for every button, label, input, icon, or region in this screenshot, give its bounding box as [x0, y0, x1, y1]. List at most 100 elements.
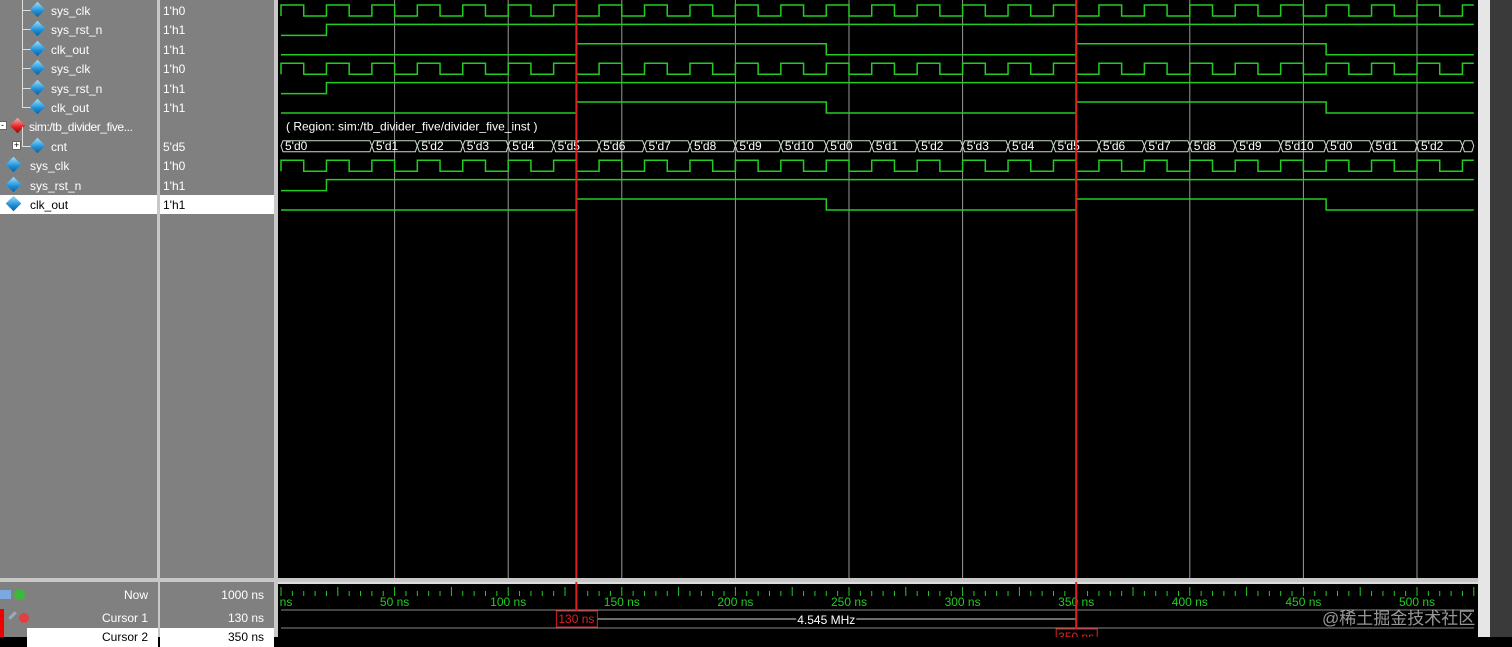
add-cursor-icon[interactable] — [14, 589, 25, 600]
bit-waveform — [281, 23, 1474, 37]
axis-label: 200 ns — [717, 595, 753, 609]
signal-icon — [5, 176, 22, 192]
remove-cursor-icon[interactable] — [19, 613, 29, 623]
signal-row[interactable]: sys_rst_n — [0, 68, 158, 98]
axis-label: 150 ns — [604, 595, 640, 609]
signal-row[interactable]: clk_out — [0, 88, 158, 117]
axis-label: 400 ns — [1172, 595, 1208, 609]
vertical-scrollbar[interactable] — [1478, 0, 1490, 637]
signal-value: 1'h1 — [163, 101, 186, 115]
pane-splitter[interactable] — [157, 0, 160, 637]
bit-waveform — [281, 81, 1474, 95]
cursor-value: 130 ns — [227, 611, 264, 625]
watermark: @稀土掘金技术社区 — [1322, 609, 1476, 628]
signal-value-row[interactable]: 5'd5 — [160, 137, 274, 156]
pane-splitter[interactable] — [274, 0, 278, 637]
bus-value: 5'd6 — [1103, 139, 1126, 153]
axis-label: 50 ns — [380, 595, 409, 609]
signal-value-row[interactable]: 1'h1 — [160, 98, 274, 117]
cursor-time-box — [555, 610, 598, 628]
signal-value-row[interactable]: 1'h1 — [160, 176, 274, 195]
signal-row[interactable]: clk_out — [0, 29, 158, 59]
bus-value: 5'd2 — [421, 139, 444, 153]
window-edge — [1490, 0, 1512, 637]
bus-value: 5'd8 — [694, 139, 717, 153]
signal-value: 1'h1 — [163, 42, 186, 57]
waveform-pane[interactable]: ( Region: sim:/tb_divider_five/divider_f… — [278, 0, 1478, 578]
signal-icon — [29, 21, 46, 37]
signal-row[interactable]: sys_clk — [0, 49, 158, 78]
signal-value-row[interactable]: 1'h0 — [160, 59, 274, 78]
bus-value: 5'd3 — [467, 139, 490, 153]
cursor-time-label: 130 ns — [558, 612, 594, 626]
tree-line — [22, 29, 32, 50]
signal-value-row[interactable]: 1'h0 — [160, 156, 274, 175]
signal-row[interactable]: + cnt — [0, 126, 158, 156]
signal-value-row[interactable] — [160, 117, 274, 136]
signal-row[interactable]: clk_out — [0, 195, 158, 214]
cursor-time-box — [1055, 628, 1098, 637]
bus-value: 5'd1 — [376, 139, 399, 153]
bus-value: 5'd8 — [1194, 139, 1217, 153]
signal-icon — [29, 79, 46, 95]
cursor-row[interactable]: Cursor 2 — [27, 628, 158, 647]
signal-icon — [29, 1, 46, 18]
bit-waveform — [281, 198, 1474, 211]
bus-value: 5'd2 — [921, 139, 944, 153]
cursor-label: Cursor 1 — [101, 611, 148, 625]
cursor-time-label: 350 ns — [1058, 630, 1094, 637]
signal-name: clk_out — [51, 101, 90, 115]
signal-value: 1'h1 — [163, 81, 186, 96]
signal-icon — [29, 137, 46, 154]
signal-row[interactable]: sys_rst_n — [0, 10, 158, 39]
signal-value-row[interactable]: 1'h1 — [160, 79, 274, 98]
axis-label: 500 ns — [1399, 595, 1435, 609]
signal-value-row[interactable]: 1'h1 — [160, 195, 274, 214]
signal-name: sys_clk — [30, 159, 70, 174]
signal-value: 1'h1 — [163, 178, 186, 193]
axis-label: 250 ns — [831, 595, 867, 609]
axis-label: 100 ns — [490, 595, 526, 609]
horizontal-divider[interactable] — [0, 578, 1478, 582]
now-label: Now — [123, 588, 148, 602]
signal-value-row[interactable]: 1'h1 — [160, 40, 274, 59]
signal-row[interactable]: sys_clk — [0, 156, 158, 175]
time-axis-pane[interactable]: 0 ns 50 ns 100 ns 150 ns 200 ns 250 ns 300 ns 3… — [278, 582, 1478, 637]
tree-line — [22, 126, 32, 147]
signal-row[interactable]: sys_clk — [0, 0, 158, 20]
signal-row[interactable]: sys_rst_n — [0, 176, 158, 195]
signal-value: 5'd5 — [163, 139, 186, 154]
bus-value: 5'd1 — [1376, 139, 1399, 153]
signal-name: sys_rst_n — [51, 23, 103, 38]
now-row: Now — [0, 586, 158, 605]
signal-row[interactable]: - sim:/tb_divider_five... — [0, 117, 158, 136]
bus-value: 5'd5 — [1057, 139, 1080, 153]
collapse-icon[interactable]: - — [0, 121, 7, 131]
signal-icon — [5, 156, 22, 173]
tree-line — [22, 49, 32, 70]
bit-waveform — [281, 178, 1474, 192]
tree-line — [22, 88, 32, 108]
signal-values-pane: 1'h0 1'h1 1'h1 1'h0 1'h1 1'h1 5'd5 1'h0 1'h1 1'h1 — [160, 0, 274, 578]
bus-value: 5'd4 — [1012, 139, 1035, 153]
expand-icon[interactable]: + — [12, 139, 21, 150]
signal-name: cnt — [51, 139, 68, 154]
cursor-names-pane: Now Cursor 1 Cursor 2 — [0, 582, 158, 647]
clock-waveform — [280, 62, 1474, 75]
bus-value: 5'd7 — [1148, 139, 1171, 153]
bus-value: 5'd4 — [512, 139, 535, 153]
signal-value-row[interactable]: 1'h0 — [160, 1, 274, 20]
delta-bg — [796, 612, 857, 626]
signal-value-row[interactable]: 1'h1 — [160, 20, 274, 39]
bus-value: 5'd9 — [1239, 139, 1262, 153]
signal-value: 1'h0 — [163, 4, 186, 18]
tree-line — [22, 0, 32, 11]
wrench-icon[interactable] — [8, 611, 17, 620]
signal-name: sys_rst_n — [51, 81, 103, 96]
cursor-row[interactable]: Cursor 1 — [0, 609, 158, 637]
bus-value: 5'd2 — [1421, 139, 1444, 153]
axis-label: 300 ns — [945, 595, 981, 609]
monitor-icon[interactable] — [0, 590, 11, 599]
bus-segment — [1461, 140, 1475, 153]
bus-value: 5'd0 — [830, 139, 853, 153]
